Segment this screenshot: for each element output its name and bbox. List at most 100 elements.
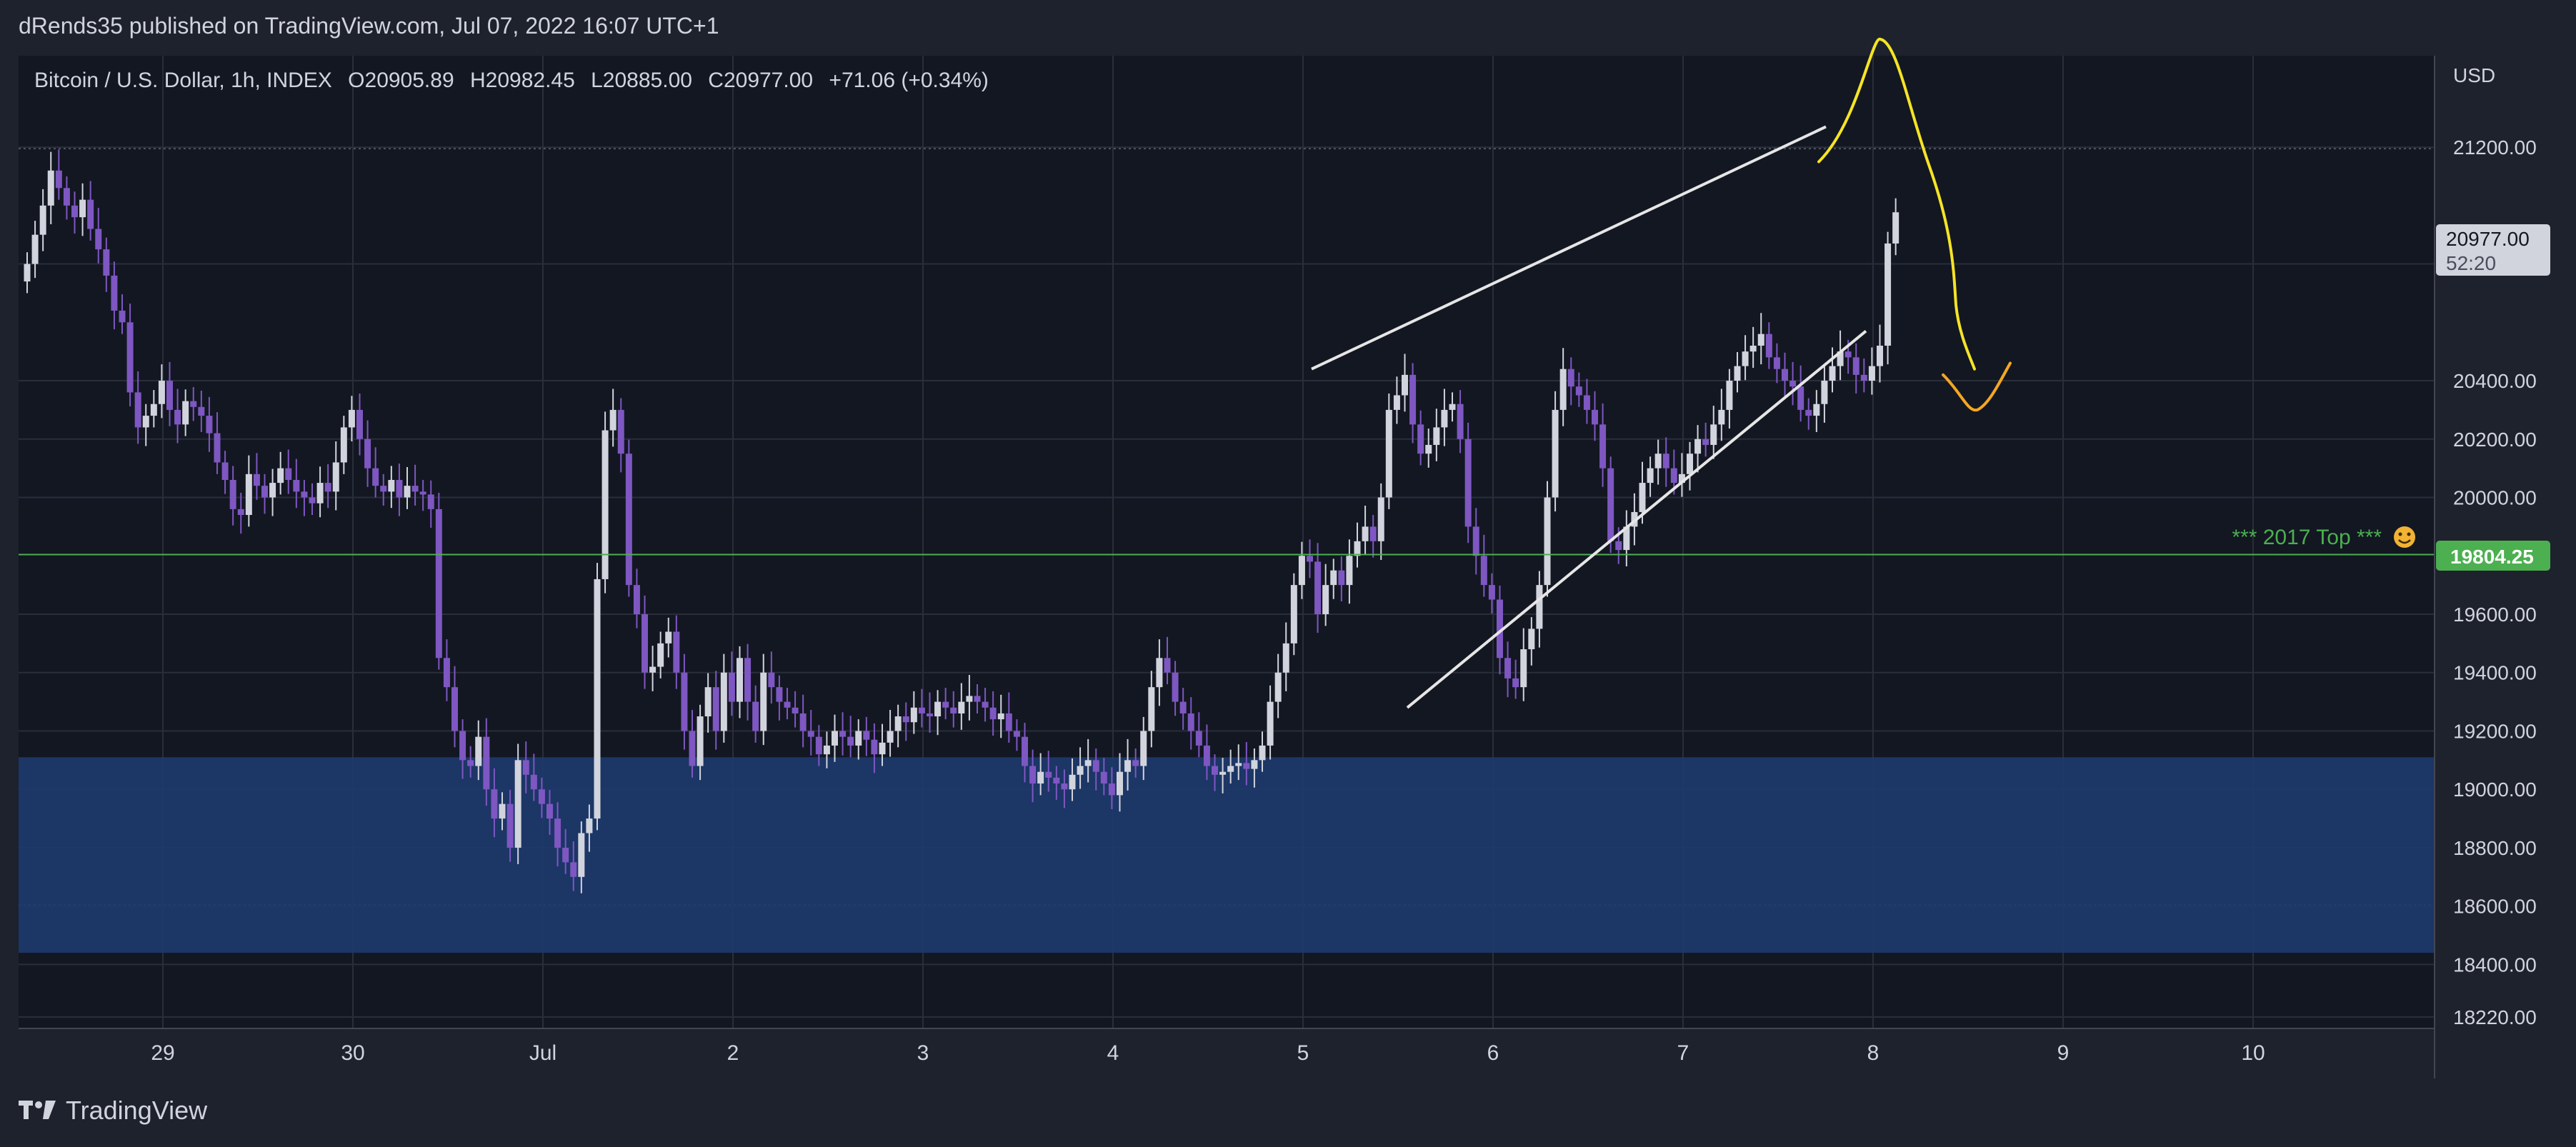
candle	[1172, 661, 1179, 716]
candle	[293, 459, 300, 509]
svg-text:Bitcoin / U.S. Dollar, 1h, IND: Bitcoin / U.S. Dollar, 1h, INDEX O20905.…	[34, 69, 989, 92]
candle	[1409, 363, 1417, 444]
candle	[665, 617, 672, 658]
candle	[737, 646, 743, 718]
candle	[1829, 347, 1836, 393]
candle	[546, 790, 553, 835]
price-tick-label: 19400.00	[2453, 662, 2537, 684]
candle	[1005, 692, 1012, 743]
candle	[617, 398, 624, 473]
legend-low: L20885.00	[591, 69, 692, 92]
candle	[332, 441, 339, 511]
candle	[712, 671, 719, 750]
candle	[1140, 716, 1147, 781]
candle	[1623, 510, 1630, 566]
tradingview-logo[interactable]: TradingView	[19, 1096, 207, 1126]
candle	[190, 387, 197, 421]
candle	[1164, 636, 1171, 685]
candle	[1488, 573, 1495, 614]
candle	[1544, 481, 1551, 597]
candle	[206, 396, 213, 452]
candle	[1092, 748, 1099, 791]
candle	[237, 492, 244, 534]
candle	[31, 221, 39, 279]
forecast-path	[1817, 37, 1976, 371]
candle	[443, 639, 450, 701]
candle	[1678, 453, 1685, 497]
candle	[950, 691, 957, 728]
candle	[1029, 749, 1037, 803]
candle	[887, 710, 894, 757]
candle	[55, 149, 62, 200]
candle	[380, 474, 387, 506]
candle	[372, 447, 379, 498]
candle	[681, 653, 688, 750]
price-tick-label: 19200.00	[2453, 720, 2537, 742]
candle	[760, 653, 767, 746]
candle	[1892, 198, 1899, 256]
candle	[1702, 422, 1709, 457]
candle	[1212, 754, 1218, 791]
candle	[958, 683, 965, 730]
candle	[103, 237, 110, 292]
candle	[1377, 483, 1384, 560]
legend-change: +71.06 (+0.34%)	[829, 69, 989, 92]
candle	[1307, 539, 1313, 578]
candle	[1520, 628, 1527, 701]
candle	[871, 723, 878, 773]
candle	[641, 595, 648, 689]
time-tick-label: 30	[341, 1041, 364, 1065]
candle	[1298, 541, 1305, 599]
candle	[586, 804, 593, 852]
candle	[301, 479, 308, 516]
candle	[1852, 343, 1859, 394]
candle	[554, 802, 561, 867]
candle	[166, 361, 173, 426]
candle	[499, 792, 506, 831]
candle	[364, 420, 371, 487]
price-tick-label: 20000.00	[2453, 487, 2537, 509]
candle	[24, 252, 31, 294]
candle	[1757, 313, 1764, 365]
price-tick-label: 20200.00	[2453, 429, 2537, 451]
candle	[918, 688, 925, 728]
candle	[997, 694, 1004, 738]
published-line: dRends35 published on TradingView.com, J…	[19, 13, 719, 39]
candle	[142, 404, 149, 446]
candle	[1338, 556, 1345, 602]
candle	[530, 753, 537, 801]
candle	[483, 718, 490, 806]
candle	[1821, 364, 1828, 423]
candle	[1013, 719, 1020, 751]
last-price-label: 20977.00 52:20	[2436, 224, 2550, 276]
candle	[744, 643, 752, 721]
candle	[601, 411, 609, 593]
candle	[1369, 515, 1377, 558]
candle	[776, 675, 783, 721]
candle	[1734, 351, 1741, 393]
candle	[1449, 392, 1456, 422]
candle	[1860, 358, 1867, 393]
candle	[1654, 439, 1662, 485]
candle	[150, 390, 157, 428]
candle	[1782, 352, 1788, 397]
candle	[1528, 617, 1535, 666]
brand-text: TradingView	[66, 1096, 208, 1125]
candle	[467, 746, 474, 778]
top-2017-price-label: 19804.25	[2436, 541, 2550, 571]
legend-high: H20982.45	[470, 69, 575, 92]
time-axis[interactable]: 29 30 Jul 2 3 4 5 6 7 8 9 10	[151, 1041, 2265, 1065]
candle	[1504, 641, 1512, 698]
candle	[1290, 573, 1297, 656]
candle	[847, 716, 854, 758]
candle	[657, 631, 664, 678]
candle	[1726, 369, 1733, 429]
top-2017-label: *** 2017 Top ***	[2232, 526, 2382, 549]
candle	[309, 483, 316, 516]
candle	[1592, 391, 1598, 441]
candle	[839, 712, 847, 756]
legend-open: O20905.89	[348, 69, 454, 92]
candle	[435, 492, 442, 670]
